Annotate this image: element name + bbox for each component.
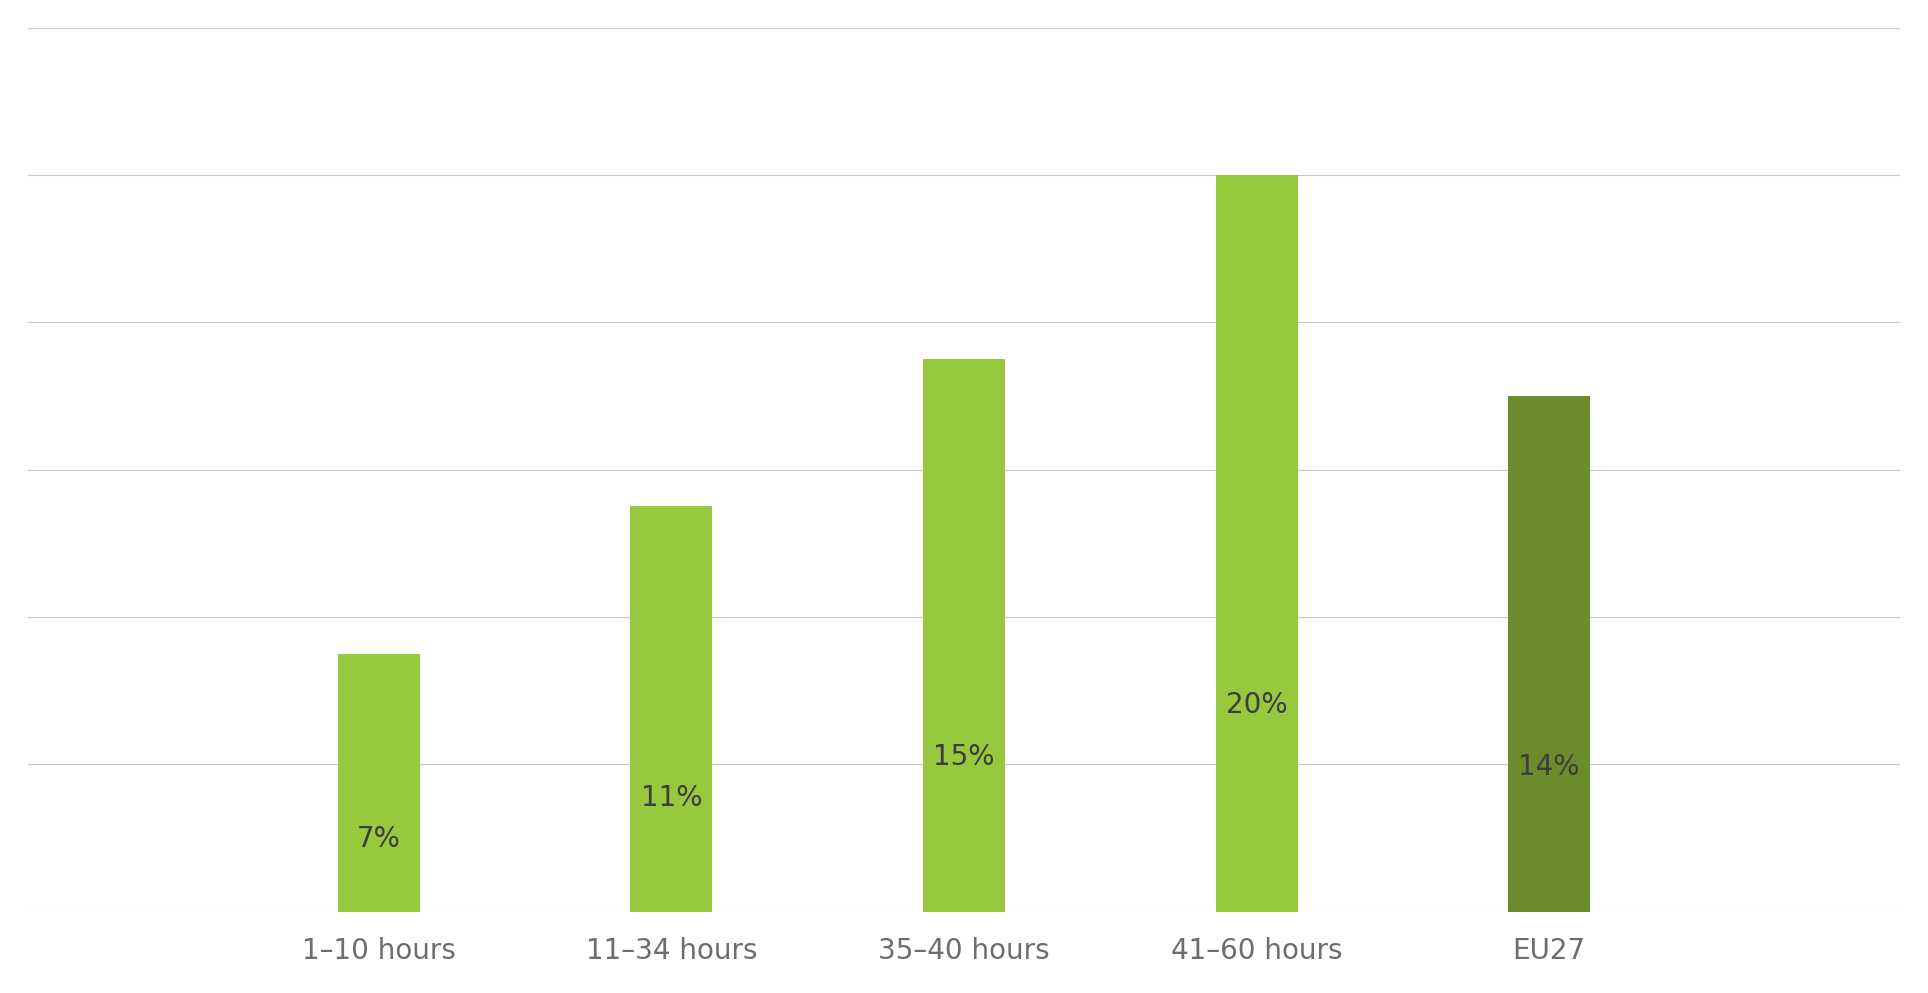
Text: 15%: 15% — [933, 743, 995, 771]
Bar — [1217, 175, 1298, 912]
Text: 11%: 11% — [640, 784, 702, 812]
Text: 20%: 20% — [1226, 691, 1288, 719]
Bar — [924, 359, 1004, 912]
Bar — [1508, 396, 1591, 912]
Bar — [630, 506, 711, 912]
Text: 14%: 14% — [1519, 753, 1579, 781]
Text: 7%: 7% — [357, 825, 401, 853]
Bar — [337, 653, 420, 912]
